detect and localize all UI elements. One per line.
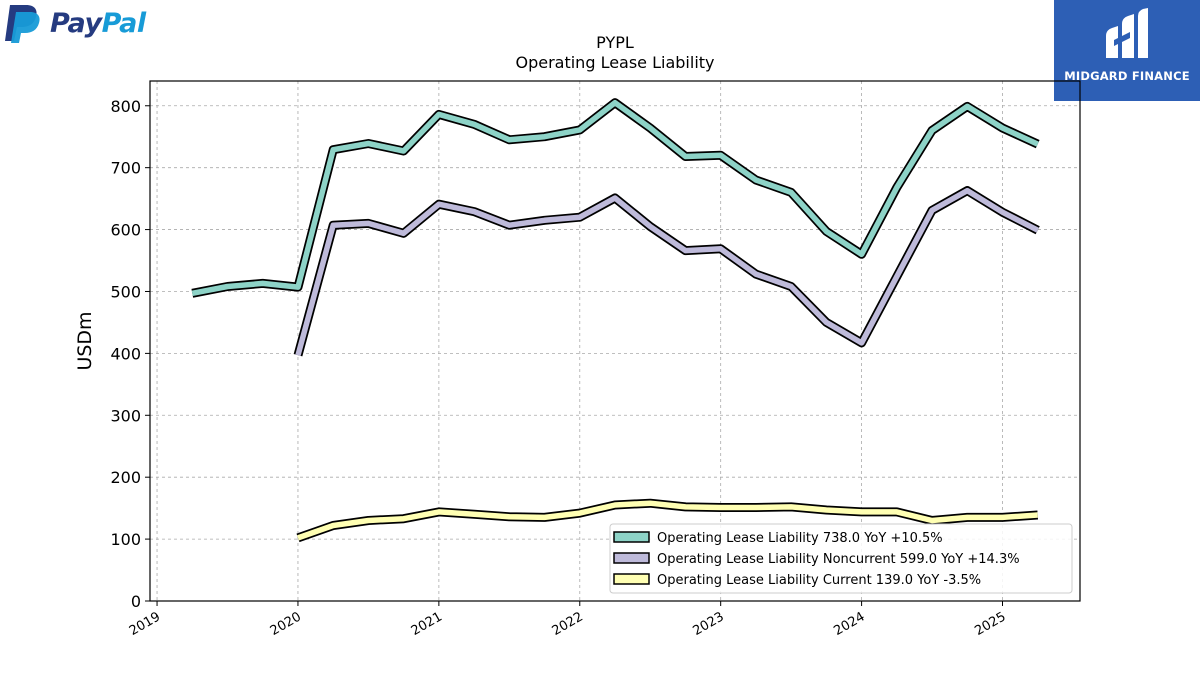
- x-tick-label: 2021: [409, 609, 445, 639]
- x-tick-label: 2025: [972, 609, 1008, 639]
- x-tick-label: 2024: [831, 609, 867, 639]
- series-lines: [191, 98, 1040, 543]
- x-tick-label: 2019: [127, 609, 163, 639]
- y-tick-label: 800: [110, 97, 141, 116]
- series-line-2: [297, 500, 1038, 541]
- paypal-wordmark-pay: Pay: [50, 8, 102, 39]
- y-axis-ticks: 0 100 200 300 400 500 600 700 800: [110, 97, 150, 611]
- legend-swatch-0: [613, 531, 650, 543]
- x-axis-ticks: 2019 2020 2021 2022 2023 2024 2025: [127, 601, 1009, 639]
- y-tick-label: 200: [110, 468, 141, 487]
- legend-label-1: Operating Lease Liability Noncurrent 599…: [657, 552, 1020, 567]
- y-axis-label: USDm: [74, 311, 96, 370]
- midgard-finance-logo: MIDGARD FINANCE: [1054, 0, 1200, 101]
- y-tick-label: 300: [110, 406, 141, 425]
- y-tick-label: 500: [110, 282, 141, 301]
- x-tick-label: 2022: [550, 609, 586, 639]
- chart-subtitle: Operating Lease Liability: [515, 53, 714, 72]
- paypal-p-icon: [5, 5, 40, 43]
- chart-title: PYPL: [596, 33, 634, 52]
- y-tick-label: 0: [131, 592, 141, 611]
- legend-box: [609, 523, 1073, 594]
- series-line-0: [191, 99, 1039, 297]
- series-line-1: [295, 187, 1039, 356]
- x-tick-label: 2023: [691, 609, 727, 639]
- y-tick-label: 100: [110, 530, 141, 549]
- y-tick-label: 400: [110, 344, 141, 363]
- paypal-wordmark: PayPal: [50, 8, 146, 39]
- midgard-logo-text: MIDGARD FINANCE: [1064, 69, 1190, 83]
- plot-frame: [149, 80, 1081, 602]
- paypal-logo: PayPal: [4, 4, 164, 44]
- x-tick-label: 2020: [268, 609, 304, 639]
- midgard-emblem-icon: [1106, 8, 1148, 58]
- y-tick-label: 700: [110, 159, 141, 178]
- legend-label-2: Operating Lease Liability Current 139.0 …: [657, 573, 981, 588]
- y-tick-label: 600: [110, 221, 141, 240]
- legend-swatch-1: [613, 552, 650, 564]
- legend-swatch-2: [613, 573, 650, 585]
- paypal-wordmark-pal: Pal: [101, 8, 147, 39]
- legend: Operating Lease Liability 738.0 YoY +10.…: [609, 523, 1073, 594]
- legend-label-0: Operating Lease Liability 738.0 YoY +10.…: [657, 531, 943, 546]
